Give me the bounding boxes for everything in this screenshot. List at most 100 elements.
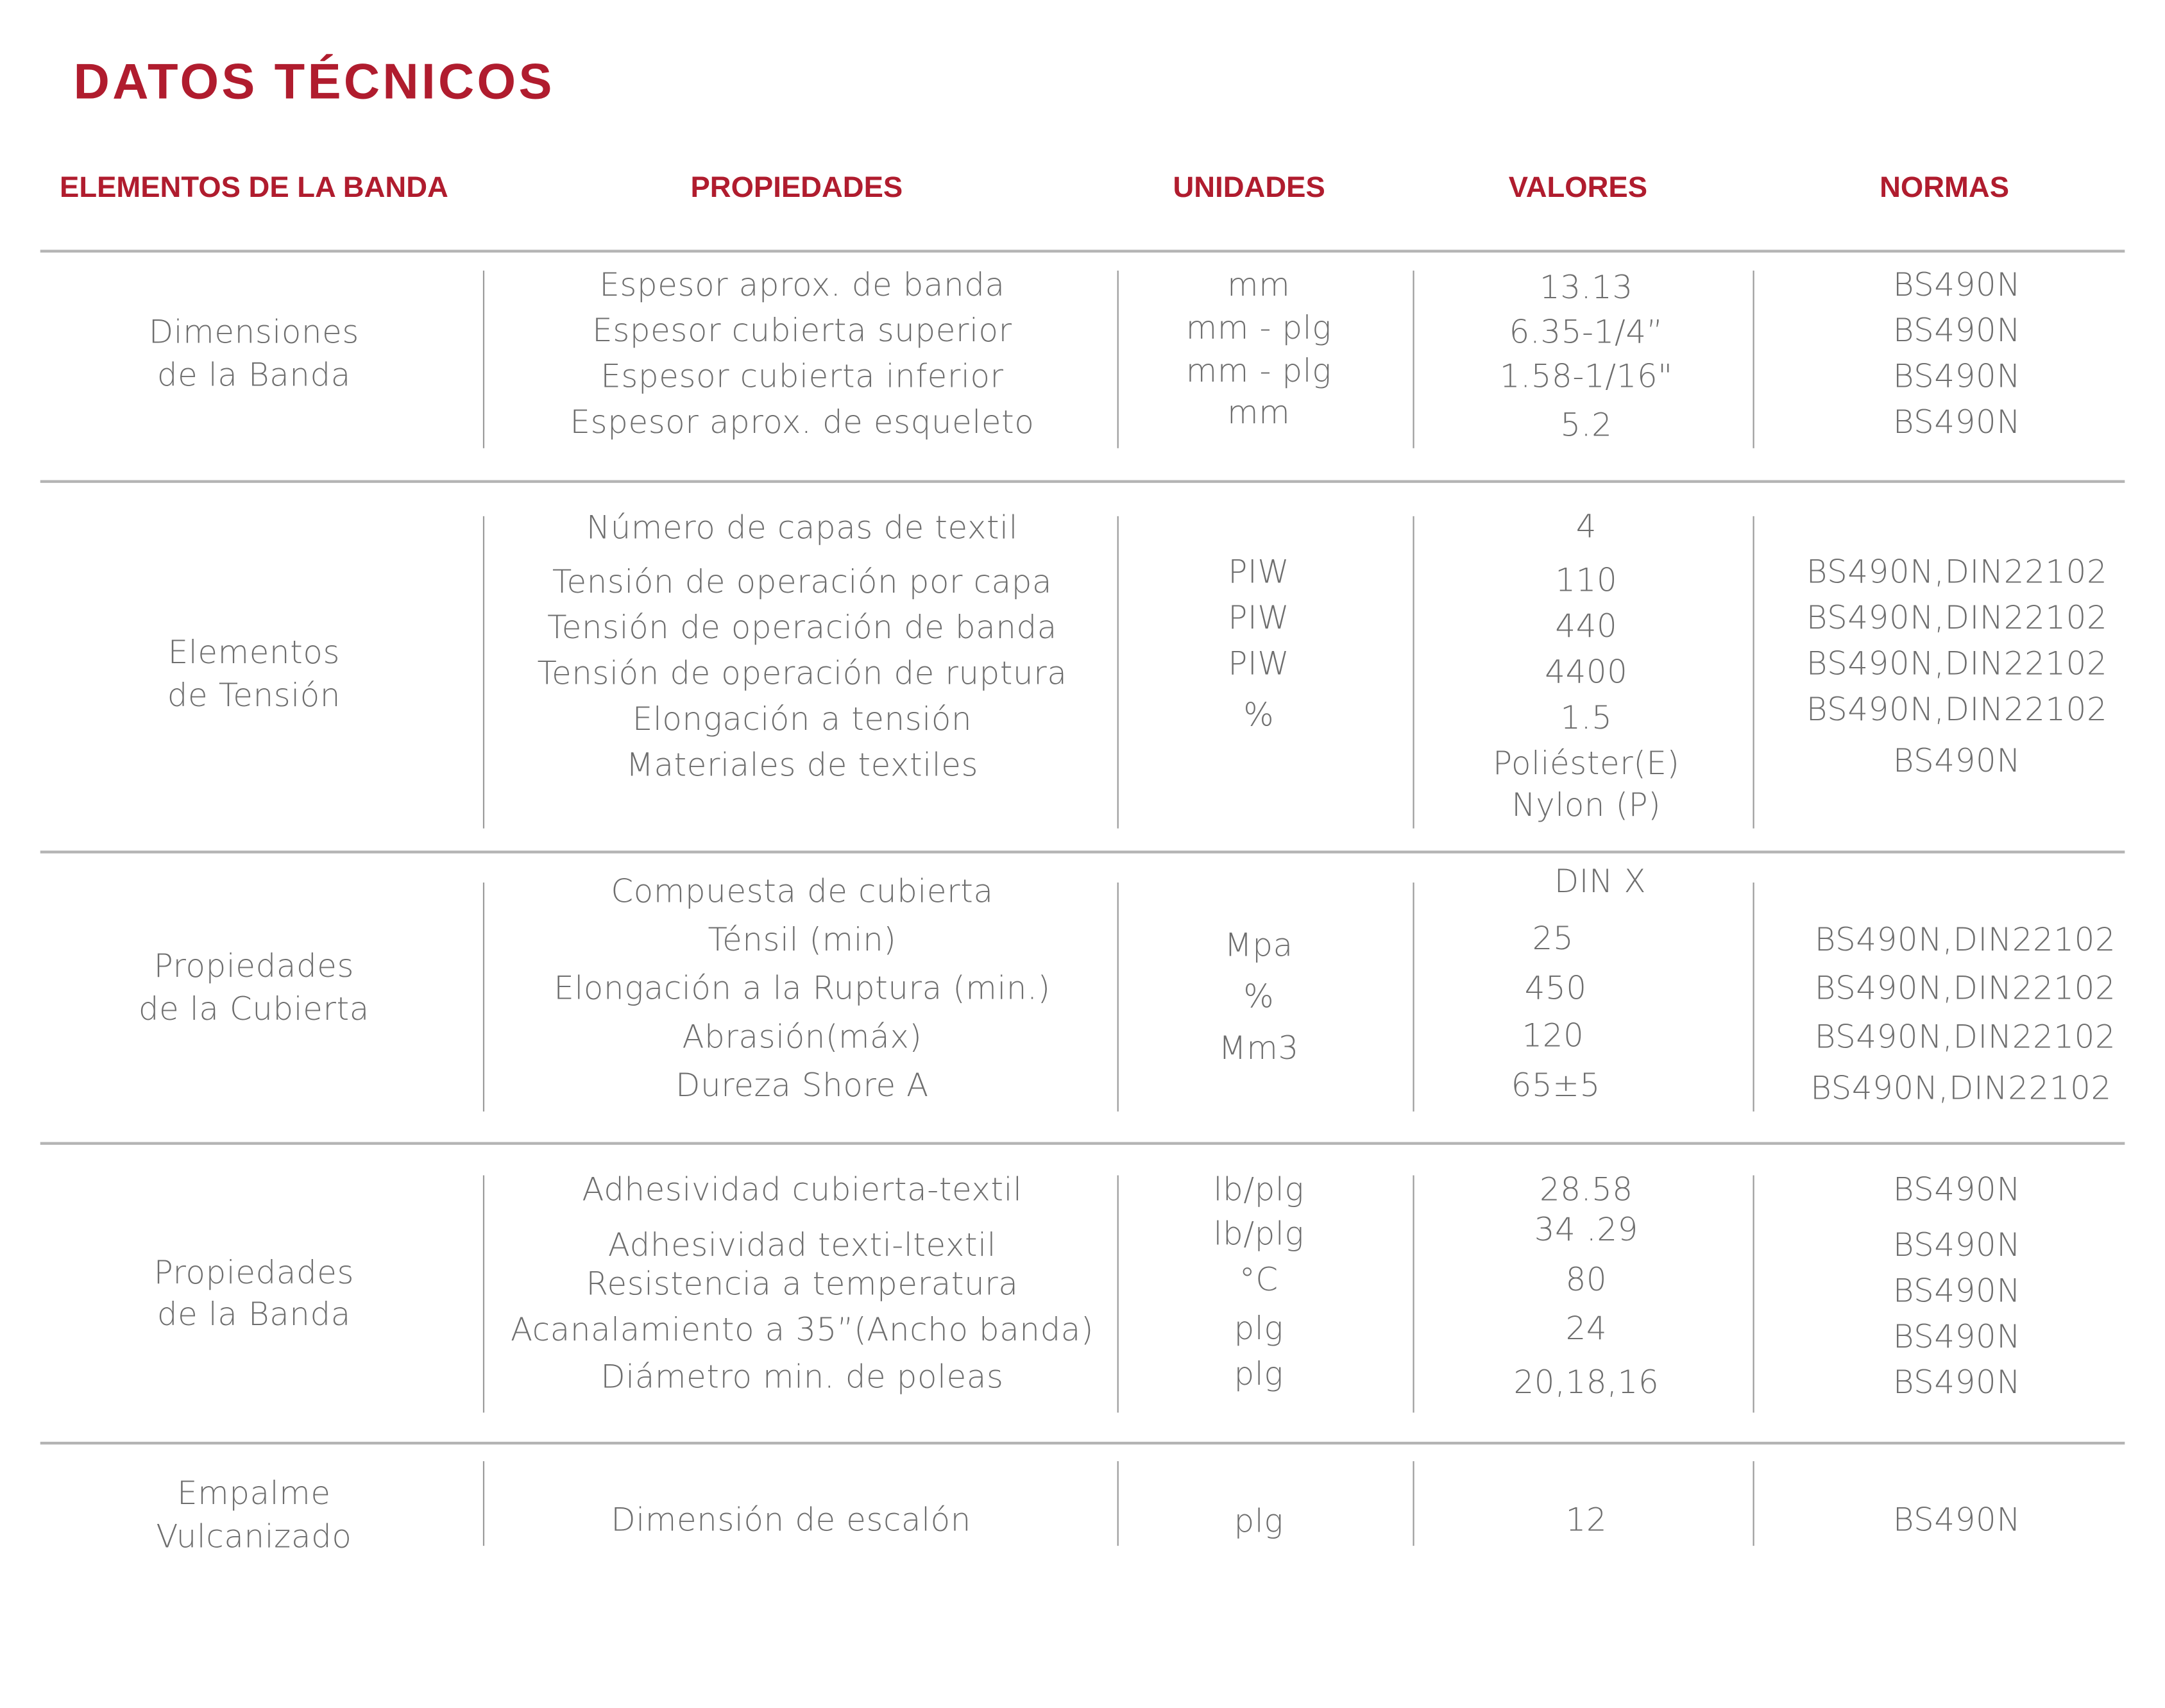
- cell-norms: BS490N: [1892, 313, 2021, 350]
- cell-units: PIW: [1228, 600, 1290, 638]
- cell-units: mm - plg: [1185, 353, 1332, 390]
- cell-values: 440: [1555, 609, 1618, 646]
- header-valores: VALORES: [1508, 172, 1648, 205]
- cell-element: de la Cubierta: [138, 992, 369, 1029]
- cell-norms: BS490N,DIN22102: [1814, 1020, 2116, 1056]
- cell-element: Dimensiones: [148, 315, 360, 351]
- header-unidades: UNIDADES: [1173, 172, 1325, 205]
- cell-element: Propiedades: [153, 1255, 355, 1292]
- cell-norms: BS490N,DIN22102: [1806, 692, 2108, 729]
- row-divider: [40, 1441, 2125, 1445]
- cell-norms: BS490N: [1892, 405, 2021, 441]
- cell-properties: Espesor aprox. de banda: [599, 267, 1005, 304]
- cell-properties: Elongación a tensión: [632, 702, 972, 738]
- cell-values: 120: [1522, 1019, 1584, 1055]
- column-divider: [482, 882, 485, 1112]
- cell-properties: Número de capas de textil: [586, 511, 1019, 547]
- column-divider: [1117, 1461, 1119, 1546]
- cell-units: mm: [1227, 395, 1291, 432]
- cell-units: mm - plg: [1185, 310, 1332, 347]
- cell-properties: Tensión de operación de banda: [547, 610, 1057, 647]
- column-divider: [1117, 882, 1119, 1112]
- cell-units: mm: [1227, 267, 1291, 304]
- column-divider: [1753, 1461, 1754, 1546]
- column-divider: [482, 1461, 485, 1546]
- header-elementos: ELEMENTOS DE LA BANDA: [60, 172, 448, 205]
- cell-values: 12: [1565, 1503, 1608, 1539]
- cell-properties: Abrasión(máx): [682, 1020, 922, 1056]
- cell-units: °C: [1239, 1262, 1278, 1299]
- cell-properties: Dureza Shore A: [675, 1068, 929, 1105]
- column-divider: [1117, 270, 1119, 448]
- row-divider: [40, 480, 2125, 483]
- cell-values: 25: [1532, 921, 1574, 958]
- cell-properties: Ténsil (min): [708, 922, 897, 959]
- cell-element: de Tensión: [167, 678, 341, 715]
- row-divider: [40, 249, 2125, 253]
- cell-values: 80: [1565, 1262, 1608, 1299]
- cell-values: 20,18,16: [1513, 1365, 1660, 1402]
- cell-properties: Adhesividad cubierta-textil: [582, 1172, 1023, 1209]
- cell-properties: Adhesividad texti-ltextil: [607, 1228, 997, 1264]
- cell-properties: Dimensión de escalón: [611, 1503, 971, 1539]
- cell-properties: Elongación a la Ruptura (min.): [554, 971, 1051, 1008]
- cell-norms: BS490N,DIN22102: [1806, 600, 2108, 638]
- cell-values: 13.13: [1540, 270, 1633, 307]
- cell-units: Mpa: [1224, 928, 1293, 965]
- cell-values: 5.2: [1560, 408, 1613, 444]
- cell-values: 34 .29: [1534, 1212, 1638, 1249]
- cell-norms: BS490N: [1892, 1274, 2021, 1310]
- cell-element: Propiedades: [153, 949, 355, 986]
- column-divider: [482, 270, 485, 448]
- cell-values: Poliéster(E): [1493, 746, 1680, 783]
- column-divider: [1413, 1175, 1414, 1413]
- cell-element: de la Banda: [157, 358, 351, 394]
- cell-properties: Diámetro min. de poleas: [600, 1360, 1004, 1396]
- page-title: DATOS TÉCNICOS: [73, 53, 555, 110]
- column-divider: [1753, 516, 1754, 829]
- cell-norms: BS490N,DIN22102: [1806, 647, 2108, 683]
- cell-element: Elementos: [167, 635, 341, 672]
- cell-norms: BS490N,DIN22102: [1806, 555, 2108, 591]
- cell-norms: BS490N: [1892, 1503, 2021, 1539]
- cell-values: 4400: [1545, 655, 1628, 691]
- cell-properties: Materiales de textiles: [625, 748, 979, 784]
- cell-units: lb/plg: [1213, 1217, 1304, 1253]
- cell-values: 4: [1575, 509, 1597, 546]
- cell-values: 6.35-1/4”: [1509, 315, 1664, 351]
- cell-units: %: [1243, 979, 1275, 1016]
- column-divider: [1753, 270, 1754, 448]
- cell-values: 450: [1524, 971, 1587, 1008]
- cell-element: Vulcanizado: [156, 1519, 352, 1556]
- cell-properties: Tensión de operación de ruptura: [537, 656, 1067, 693]
- column-divider: [1753, 1175, 1754, 1413]
- column-divider: [1413, 882, 1414, 1112]
- cell-units: PIW: [1228, 647, 1290, 683]
- cell-units: PIW: [1228, 555, 1290, 591]
- cell-units: plg: [1234, 1357, 1284, 1394]
- cell-values: 1.58-1/16": [1499, 359, 1673, 396]
- column-divider: [1117, 1175, 1119, 1413]
- cell-norms: BS490N: [1892, 1228, 2021, 1264]
- cell-norms: BS490N: [1892, 1365, 2021, 1402]
- row-divider: [40, 850, 2125, 854]
- cell-properties: Compuesta de cubierta: [611, 874, 994, 911]
- header-propiedades: PROPIEDADES: [690, 172, 903, 205]
- row-divider: [40, 1142, 2125, 1145]
- column-divider: [1753, 882, 1754, 1112]
- cell-norms: BS490N,DIN22102: [1814, 971, 2116, 1008]
- cell-values: 110: [1555, 563, 1618, 600]
- cell-norms: BS490N: [1892, 1172, 2021, 1209]
- cell-properties: Espesor cubierta superior: [592, 313, 1012, 350]
- cell-norms: BS490N: [1892, 1319, 2021, 1356]
- cell-units: plg: [1234, 1311, 1284, 1348]
- column-divider: [1413, 516, 1414, 829]
- column-divider: [1117, 516, 1119, 829]
- cell-units: %: [1243, 698, 1275, 734]
- cell-norms: BS490N: [1892, 359, 2021, 396]
- cell-properties: Tensión de operación por capa: [552, 564, 1053, 601]
- cell-units: plg: [1234, 1504, 1284, 1541]
- column-divider: [482, 1175, 485, 1413]
- cell-norms: BS490N: [1892, 267, 2021, 304]
